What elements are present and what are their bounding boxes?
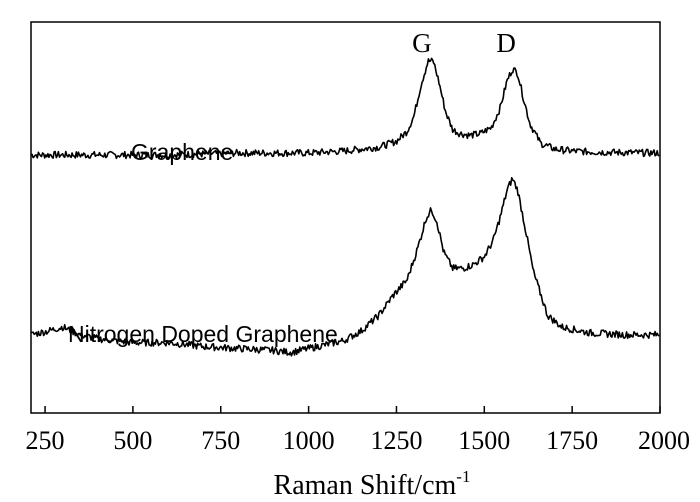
x-tick-label: 2000 bbox=[638, 426, 690, 455]
x-tick-label: 1500 bbox=[458, 426, 510, 455]
x-tick-label: 750 bbox=[201, 426, 240, 455]
series-line-graphene bbox=[30, 57, 660, 160]
x-tick-label: 500 bbox=[113, 426, 152, 455]
x-axis-title-main: Raman Shift/cm bbox=[274, 470, 457, 501]
plot-frame bbox=[30, 21, 661, 414]
x-tick-label: 1250 bbox=[370, 426, 422, 455]
x-tick-label: 1000 bbox=[283, 426, 335, 455]
x-tick-label: 1750 bbox=[546, 426, 598, 455]
series-label-nitrogen-doped-graphene: Nitrogen Doped Graphene bbox=[68, 321, 338, 347]
series-label-graphene: Graphene bbox=[131, 139, 233, 165]
x-ticks: 250 500 750 1000 1250 1500 1750 2000 bbox=[26, 406, 690, 455]
series-line-nitrogen-doped-graphene bbox=[31, 177, 660, 357]
peak-label-g: G bbox=[412, 28, 432, 58]
x-axis-title-superscript: -1 bbox=[456, 467, 470, 486]
x-tick-label: 250 bbox=[26, 426, 65, 455]
series-traces bbox=[30, 57, 660, 357]
x-axis-title: Raman Shift/cm-1 bbox=[274, 467, 471, 501]
peak-label-d: D bbox=[496, 28, 516, 58]
